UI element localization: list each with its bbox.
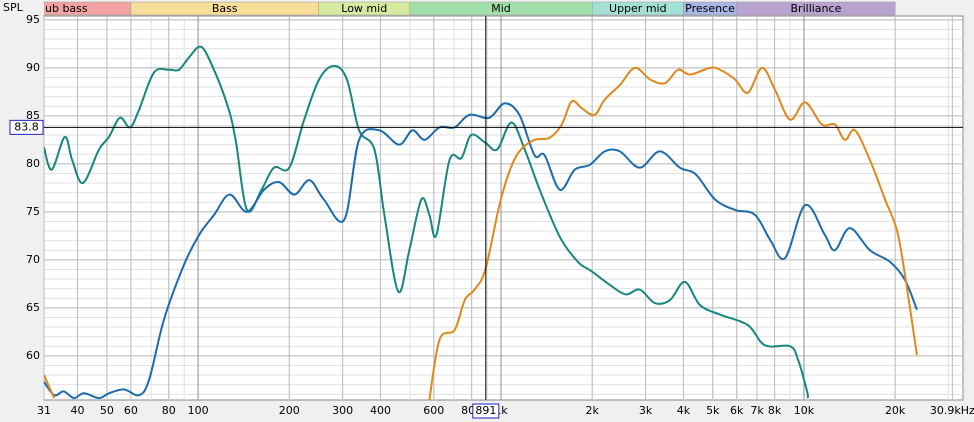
x-tick-label: 600 [423, 404, 444, 417]
y-tick-label: 65 [26, 301, 40, 314]
x-tick-label: 10k [794, 404, 815, 417]
x-tick-label: 31 [37, 404, 51, 417]
x-tick-label: 5k [706, 404, 720, 417]
x-tick-label: 7k [750, 404, 764, 417]
y-tick-label: 60 [26, 349, 40, 362]
cursor-x-label: 891 [475, 404, 496, 417]
line [44, 66, 918, 400]
band-label: ub bass [45, 2, 88, 15]
cursor-y-label: 83.8 [14, 120, 39, 133]
y-axis-label: SPL [3, 1, 24, 14]
band-label: Brilliance [791, 2, 842, 15]
cursor-y-box [9, 119, 44, 135]
x-tick-label: 30.9kHz [930, 404, 974, 417]
series [44, 45, 918, 400]
x-tick-label: 60 [124, 404, 138, 417]
band-label: Low mid [341, 2, 387, 15]
band-label: Mid [491, 2, 511, 15]
y-tick-label: 85 [26, 109, 40, 122]
x-tick-label: 100 [188, 404, 209, 417]
y-tick-label: 70 [26, 253, 40, 266]
bands: ub bass Bass Low mid Mid Upper mid Presence Br… [44, 1, 896, 16]
band-label: Upper mid [609, 2, 667, 15]
y-tick-label: 90 [26, 61, 40, 74]
y-tick-label: 80 [26, 157, 40, 170]
x-tick-label: 200 [279, 404, 300, 417]
band [736, 1, 896, 16]
x-tick-label: 40 [71, 404, 85, 417]
cursor-x-box [472, 403, 500, 419]
x-tick-label: 400 [370, 404, 391, 417]
x-tick-label: 8k [768, 404, 782, 417]
x-tick-label: 300 [332, 404, 353, 417]
band-label: Presence [685, 2, 735, 15]
y-tick-label: 95 [26, 13, 40, 26]
x-tick-label: 20k [885, 404, 906, 417]
x-tick-label: 50 [100, 404, 114, 417]
x-tick-label: 2k [586, 404, 600, 417]
line [44, 45, 810, 399]
x-tick-label: 3k [639, 404, 653, 417]
x-tick-label: 6k [730, 404, 744, 417]
x-tick-label: 80 [162, 404, 176, 417]
plot-area [43, 15, 964, 401]
x-tick-label: 4k [677, 404, 691, 417]
band-label: Bass [212, 2, 238, 15]
y-tick-label: 75 [26, 205, 40, 218]
